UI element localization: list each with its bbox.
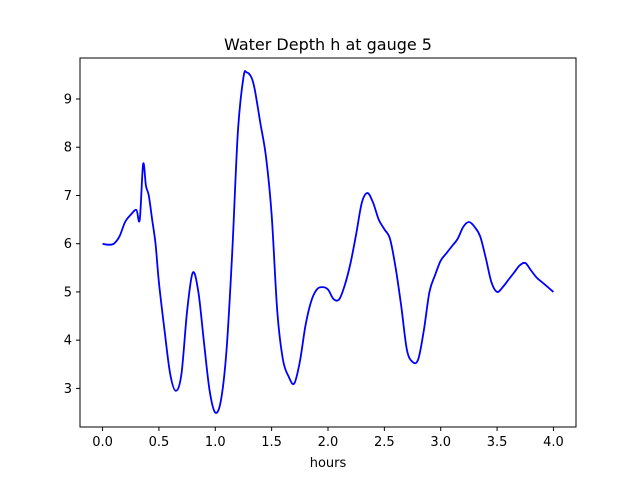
x-axis: 0.0 0.5 1.0 1.5 2.0 2.5 3.0 3.5 4.0	[92, 427, 564, 450]
y-tick-label: 4	[64, 334, 72, 349]
series-line	[102, 70, 555, 414]
x-tick-label: 2.0	[318, 435, 339, 450]
x-tick-label: 2.5	[374, 435, 395, 450]
y-axis: 3 4 5 6 7 8 9	[64, 93, 80, 397]
y-tick-label: 3	[64, 382, 72, 397]
x-tick-label: 0.0	[92, 435, 113, 450]
chart-title: Water Depth h at gauge 5	[224, 35, 432, 54]
x-tick-label: 0.5	[149, 435, 170, 450]
x-tick-label: 3.0	[430, 435, 451, 450]
y-tick-label: 6	[64, 237, 72, 252]
y-tick-label: 8	[64, 141, 72, 156]
x-axis-label: hours	[310, 456, 347, 471]
y-tick-label: 5	[64, 285, 72, 300]
y-tick-label: 7	[64, 189, 72, 204]
plot-area	[102, 70, 555, 414]
x-tick-label: 1.0	[205, 435, 226, 450]
x-tick-label: 3.5	[487, 435, 508, 450]
y-tick-label: 9	[64, 93, 72, 108]
x-tick-label: 4.0	[543, 435, 564, 450]
plot-frame	[79, 57, 577, 428]
x-tick-label: 1.5	[261, 435, 282, 450]
